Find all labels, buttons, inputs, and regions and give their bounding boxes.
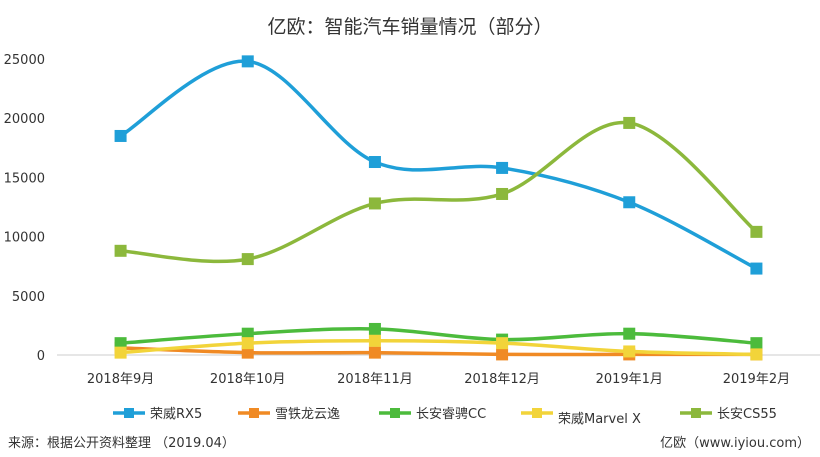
chart-series [114, 55, 763, 361]
data-point-marker [750, 348, 763, 361]
legend-swatch-marker [124, 408, 134, 418]
x-tick-label: 2018年10月 [210, 372, 286, 387]
x-tick-label: 2019年1月 [596, 372, 663, 387]
data-point-marker [241, 327, 254, 340]
legend-label: 荣威RX5 [150, 407, 202, 422]
series-3 [114, 334, 763, 361]
legend-swatch-marker [532, 408, 542, 418]
chart-axes: 0 5000 10000 15000 20000 25000 2018年9月 2018年10月… [4, 53, 820, 387]
legend-swatch-marker [691, 408, 701, 418]
y-tick-label: 0 [37, 349, 45, 364]
data-point-marker [496, 187, 509, 200]
data-point-marker [114, 129, 127, 142]
data-point-marker [368, 334, 381, 347]
legend-label: 雪铁龙云逸 [275, 407, 340, 422]
data-point-marker [114, 244, 127, 257]
legend-label: 荣威Marvel X [558, 412, 641, 427]
data-point-marker [368, 322, 381, 335]
data-point-marker [241, 337, 254, 350]
data-point-marker [496, 337, 509, 350]
series-line [119, 59, 758, 271]
legend-item: 雪铁龙云逸 [238, 407, 340, 422]
legend-swatch-marker [249, 408, 259, 418]
legend-item: 荣威Marvel X [521, 408, 641, 427]
y-tick-label: 15000 [4, 171, 45, 186]
y-tick-label: 5000 [12, 290, 45, 305]
data-point-marker [368, 346, 381, 359]
x-tick-label: 2019年2月 [723, 372, 790, 387]
data-point-marker [241, 346, 254, 359]
chart-title: 亿欧：智能汽车销量情况（部分） [267, 16, 552, 38]
data-point-marker [496, 161, 509, 174]
data-point-marker [114, 337, 127, 350]
source-note: 来源：根据公开资料整理 （2019.04） [8, 436, 235, 451]
chart-legend: 荣威RX5 雪铁龙云逸 长安睿骋CC 荣威Marvel X 长安CS55 [113, 407, 777, 427]
legend-swatch-marker [390, 408, 400, 418]
legend-item: 长安CS55 [680, 407, 777, 422]
data-point-marker [750, 262, 763, 275]
data-point-marker [623, 196, 636, 209]
data-point-marker [368, 156, 381, 169]
series-0 [114, 55, 763, 275]
data-point-marker [623, 116, 636, 129]
series-4 [114, 116, 763, 266]
y-tick-label: 10000 [4, 231, 45, 246]
data-point-marker [368, 197, 381, 210]
legend-label: 长安CS55 [717, 407, 777, 422]
legend-label: 长安睿骋CC [416, 407, 486, 422]
legend-item: 长安睿骋CC [379, 407, 486, 422]
x-tick-label: 2018年12月 [464, 372, 540, 387]
data-point-marker [496, 348, 509, 361]
x-tick-label: 2018年11月 [337, 372, 413, 387]
data-point-marker [623, 327, 636, 340]
series-line [120, 346, 757, 357]
legend-item: 荣威RX5 [113, 407, 202, 422]
data-point-marker [750, 337, 763, 350]
y-tick-label: 25000 [4, 53, 45, 68]
data-point-marker [750, 225, 763, 238]
brand-credit: 亿欧（www.iyiou.com） [660, 436, 810, 451]
data-point-marker [241, 55, 254, 68]
y-tick-label: 20000 [4, 112, 45, 127]
series-line [120, 339, 757, 357]
data-point-marker [623, 345, 636, 358]
data-point-marker [241, 253, 254, 266]
data-point-marker [114, 346, 127, 359]
series-line [120, 120, 758, 264]
series-line [120, 327, 757, 345]
x-tick-label: 2018年9月 [87, 372, 154, 387]
